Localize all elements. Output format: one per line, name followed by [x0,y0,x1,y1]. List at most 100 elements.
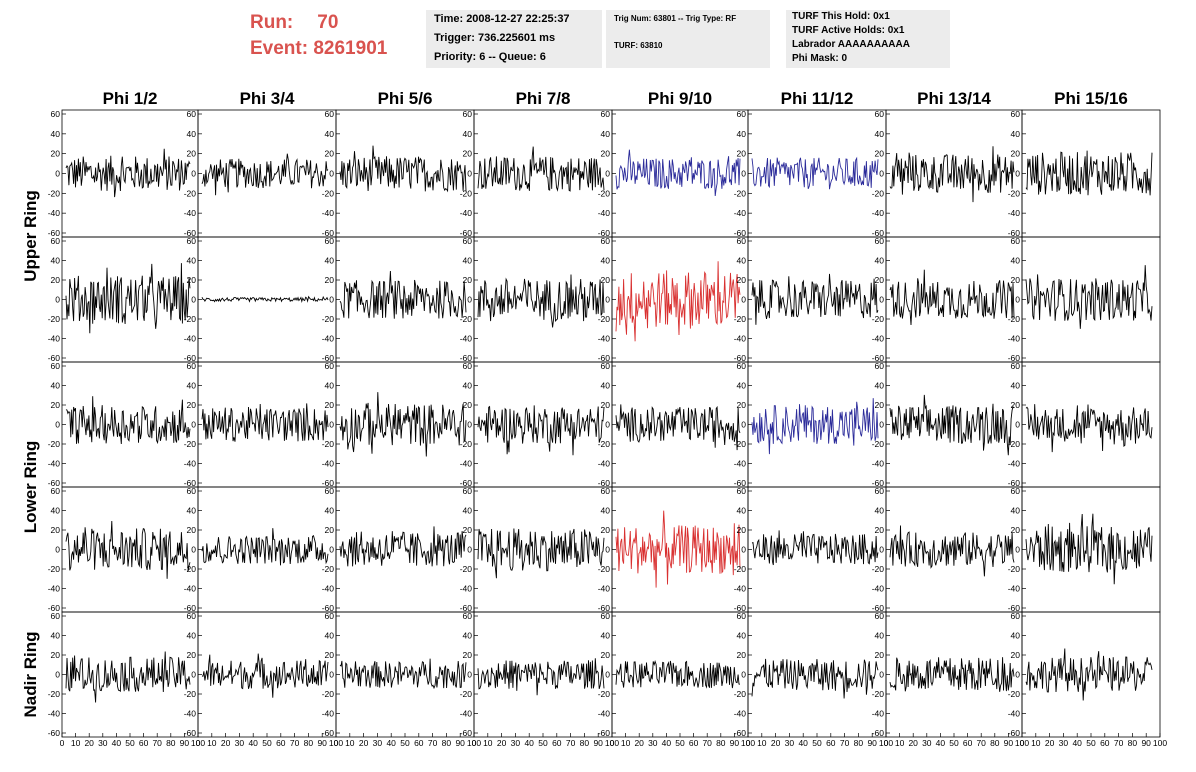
y-tick-label: 60 [187,361,197,371]
y-tick-label: -40 [48,709,61,719]
y-tick-label: 0 [329,420,334,430]
y-tick-label: -60 [598,603,611,613]
panel-frame [197,486,337,613]
waveform-trace [339,270,467,319]
x-tick-label: 30 [785,738,795,748]
y-tick-label: 40 [1011,631,1021,641]
y-tick-label: 60 [875,361,885,371]
waveform-trace [65,651,191,703]
y-tick-label: 40 [463,256,473,266]
x-tick-label: 20 [908,738,918,748]
panel-frame [335,109,475,238]
waveform-trace [615,149,741,197]
x-tick-label: 20 [771,738,781,748]
x-tick-label: 60 [1100,738,1110,748]
y-tick-label: 20 [875,275,885,285]
y-tick-label: -20 [48,314,61,324]
y-tick-label: -40 [322,709,335,719]
y-tick-label: 20 [463,525,473,535]
y-tick-label: -20 [598,564,611,574]
y-tick-label: 20 [601,650,611,660]
y-tick-label: 40 [325,256,335,266]
x-tick-label: 90 [180,738,190,748]
run-value: 70 [317,12,339,33]
x-tick-label: 10 [483,738,493,748]
y-tick-label: -40 [1008,584,1021,594]
x-tick-label: 0 [884,738,889,748]
ring-label: Nadir Ring [21,632,40,718]
y-tick-label: -20 [1008,439,1021,449]
x-tick-label: 30 [373,738,383,748]
x-tick-label: 70 [566,738,576,748]
y-tick-label: 60 [51,236,61,246]
x-tick-label: 80 [854,738,864,748]
y-tick-label: -40 [460,208,473,218]
y-tick-label: -60 [598,353,611,363]
waveform-trace [201,403,329,442]
y-tick-label: -20 [1008,188,1021,198]
y-tick-label: 60 [737,486,747,496]
y-tick-label: 40 [325,506,335,516]
y-tick-label: 20 [601,525,611,535]
run-event-box: Run: 70 Event: 8261901 [250,10,420,66]
y-tick-label: 0 [329,670,334,680]
phi-mask-line: Phi Mask: 0 [792,53,848,64]
waveform-trace [201,295,329,303]
y-tick-label: 40 [187,256,197,266]
y-tick-label: -40 [48,459,61,469]
y-tick-label: 0 [605,420,610,430]
y-tick-label: -60 [1008,603,1021,613]
turf-line: TURF: 63810 [614,41,663,50]
waveform-trace [889,394,1015,456]
y-tick-label: -20 [184,689,197,699]
y-tick-label: 40 [601,506,611,516]
y-tick-label: 60 [325,611,335,621]
x-tick-label: 50 [125,738,135,748]
y-tick-label: 60 [1011,611,1021,621]
y-tick-label: 20 [1011,650,1021,660]
waveform-trace [615,660,741,689]
y-tick-label: -40 [184,334,197,344]
y-tick-label: 60 [463,361,473,371]
waveform-trace [889,269,1015,326]
y-tick-label: 60 [737,611,747,621]
y-tick-label: 20 [325,400,335,410]
x-tick-label: 70 [290,738,300,748]
y-tick-label: 20 [51,275,61,285]
y-tick-label: 60 [463,236,473,246]
waveform-trace [1025,513,1153,585]
y-tick-label: 0 [1015,670,1020,680]
x-tick-label: 90 [317,738,327,748]
y-tick-label: 40 [325,631,335,641]
y-tick-label: 20 [187,650,197,660]
y-tick-label: -20 [872,188,885,198]
y-tick-label: -20 [734,188,747,198]
y-tick-label: 0 [741,670,746,680]
waveform-trace [1025,648,1153,701]
y-tick-label: -20 [48,564,61,574]
x-tick-label: 10 [345,738,355,748]
y-tick-label: 0 [1015,169,1020,179]
panel-frame [335,361,475,488]
y-tick-label: -40 [872,584,885,594]
y-tick-label: -20 [460,188,473,198]
y-tick-label: 0 [605,295,610,305]
y-tick-label: 20 [737,400,747,410]
x-tick-label: 30 [648,738,658,748]
x-tick-label: 70 [702,738,712,748]
waveform-trace [615,510,741,588]
y-tick-label: 60 [1011,361,1021,371]
y-tick-label: -20 [460,689,473,699]
y-tick-label: 20 [463,275,473,285]
y-tick-label: 20 [601,275,611,285]
x-tick-label: 70 [152,738,162,748]
y-tick-label: 40 [1011,506,1021,516]
y-tick-label: 40 [463,631,473,641]
y-tick-label: 0 [191,420,196,430]
y-tick-label: 20 [325,275,335,285]
y-tick-label: 20 [187,525,197,535]
trig-line: Trig Num: 63801 -- Trig Type: RF [614,14,737,23]
y-tick-label: 40 [463,506,473,516]
y-tick-label: 0 [741,169,746,179]
x-tick-label: 10 [757,738,767,748]
